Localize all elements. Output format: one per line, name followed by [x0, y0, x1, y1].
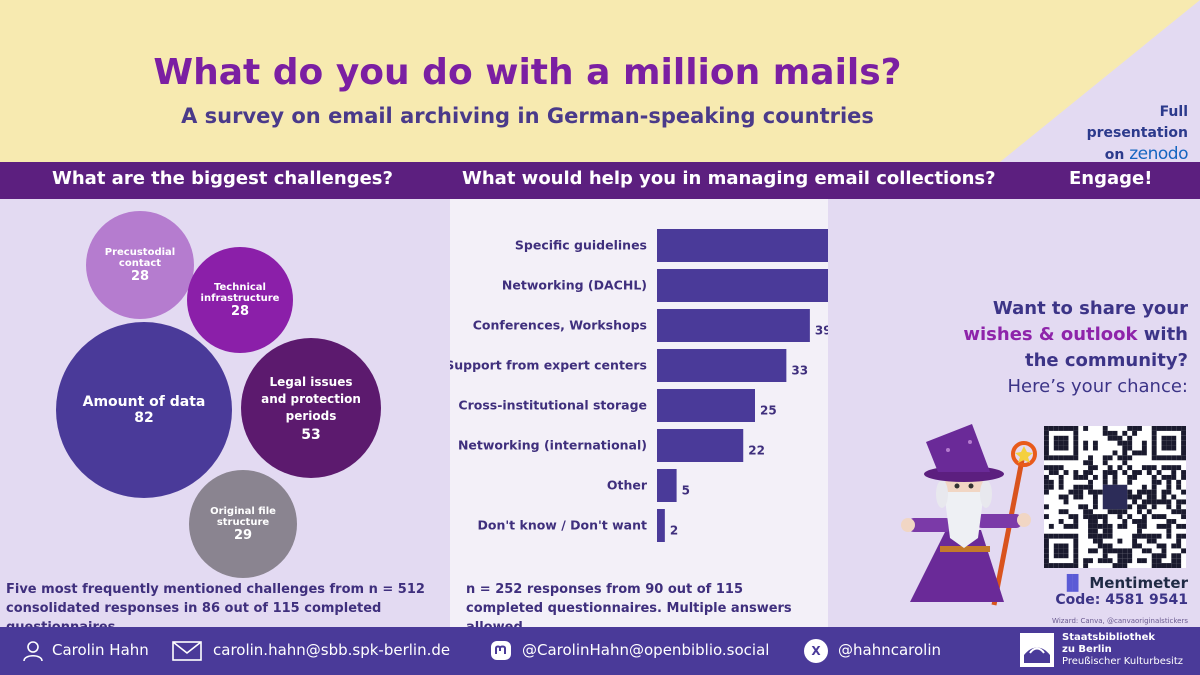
mentimeter-logo: ▐▌ Mentimeter — [1040, 574, 1188, 592]
bar-category-label: Specific guidelines — [515, 238, 647, 253]
bar-category-label: Conferences, Workshops — [473, 318, 647, 333]
engage-heading: Engage! — [1069, 168, 1153, 189]
bubble-label: Amount of data — [82, 394, 206, 410]
wizard-illustration — [901, 424, 1037, 606]
bar-value-label: 33 — [791, 364, 808, 378]
bubble-value: 53 — [301, 426, 321, 443]
mastodon-icon — [491, 641, 511, 660]
person-icon — [23, 641, 43, 662]
sbb-org-name: Staatsbibliothek zu Berlin Preußischer K… — [1062, 632, 1183, 668]
image-credit: Wizard: Canva, @canvaoriginalstickers — [1052, 617, 1188, 625]
full-presentation-link[interactable]: Full presentation on zenodo — [1058, 102, 1189, 166]
bubble-label: Technical infrastructure — [200, 281, 280, 304]
bar-value-label: 22 — [748, 444, 765, 458]
bar — [657, 229, 828, 262]
bar-value-label: 39 — [815, 324, 828, 338]
engage-line-2: with — [1137, 324, 1188, 345]
bubble-label: Original file structure — [210, 505, 276, 528]
bar-category-label: Don't know / Don't want — [477, 518, 647, 533]
bar — [657, 429, 744, 462]
bar-category-label: Networking (international) — [458, 438, 647, 453]
full-presentation-label: Full presentation — [1086, 104, 1188, 141]
org-line-1: Staatsbibliothek — [1062, 632, 1156, 643]
mentimeter-code: Code: 4581 9541 — [1055, 592, 1188, 608]
engage-message: Want to share your wishes & outlook with… — [930, 296, 1188, 400]
bar-value-label: 25 — [760, 404, 777, 418]
section-header-strip — [0, 162, 1200, 199]
bubble-label: Precustodial contact — [104, 246, 176, 269]
bubble-technical-infrastructure: Technical infrastructure 28 — [187, 247, 293, 353]
bar — [657, 349, 787, 382]
engage-line-3: the community? — [1024, 350, 1188, 371]
help-heading: What would help you in managing email co… — [462, 168, 996, 189]
zenodo-logo: zenodo — [1129, 144, 1188, 164]
engage-highlight: wishes & outlook — [963, 324, 1138, 345]
bar-category-label: Support from expert centers — [450, 358, 647, 373]
top-banner — [0, 0, 1200, 162]
bubble-value: 28 — [130, 268, 150, 284]
page-subtitle: A survey on email archiving in German-sp… — [181, 104, 874, 128]
bar-category-label: Cross-institutional storage — [458, 398, 647, 413]
bar-category-label: Other — [607, 478, 648, 493]
bubble-original-file-structure: Original file structure 29 — [189, 470, 297, 578]
bar-value-label: 5 — [682, 484, 690, 498]
footer — [0, 627, 1200, 675]
bar — [657, 269, 828, 302]
bubble-legal-issues: Legal issues and protection periods 53 — [241, 338, 381, 478]
bar — [657, 389, 755, 422]
mail-icon — [172, 641, 202, 661]
bubble-label: Legal issues and protection periods — [261, 374, 361, 423]
bubble-value: 28 — [230, 303, 250, 319]
help-bar-chart: Specific guidelines78Networking (DACHL)4… — [450, 229, 828, 542]
bubble-amount-of-data: Amount of data 82 — [56, 322, 232, 498]
on-label: on — [1104, 147, 1125, 163]
engage-line-4: Here’s your chance: — [1007, 376, 1188, 397]
banner-corner-shape — [1000, 0, 1200, 162]
bubble-value: 82 — [134, 410, 154, 426]
mentimeter-bars-icon: ▐▌ — [1061, 574, 1090, 592]
bar — [657, 469, 677, 502]
qr-code[interactable] — [1044, 426, 1186, 568]
bubble-value: 29 — [233, 527, 253, 543]
bar — [657, 509, 665, 542]
challenges-heading: What are the biggest challenges? — [52, 168, 393, 189]
footer-email[interactable]: carolin.hahn@sbb.spk-berlin.de — [213, 641, 451, 659]
mentimeter-label: Mentimeter — [1089, 574, 1188, 592]
footer-name: Carolin Hahn — [52, 641, 149, 659]
x-icon: X — [804, 639, 828, 663]
bar-value-label: 2 — [670, 524, 678, 538]
bar — [657, 309, 810, 342]
org-line-2: zu Berlin — [1062, 644, 1112, 655]
engage-line-1: Want to share your — [992, 298, 1188, 319]
bar-category-label: Networking (DACHL) — [502, 278, 647, 293]
sbb-logo-icon — [1020, 633, 1054, 667]
org-line-3: Preußischer Kulturbesitz — [1062, 656, 1184, 667]
footer-x-handle[interactable]: @hahncarolin — [838, 641, 942, 659]
page-title: What do you do with a million mails? — [153, 52, 902, 93]
bubble-precustodial-contact: Precustodial contact 28 — [86, 211, 194, 319]
footer-mastodon[interactable]: @CarolinHahn@openbiblio.social — [522, 641, 770, 659]
